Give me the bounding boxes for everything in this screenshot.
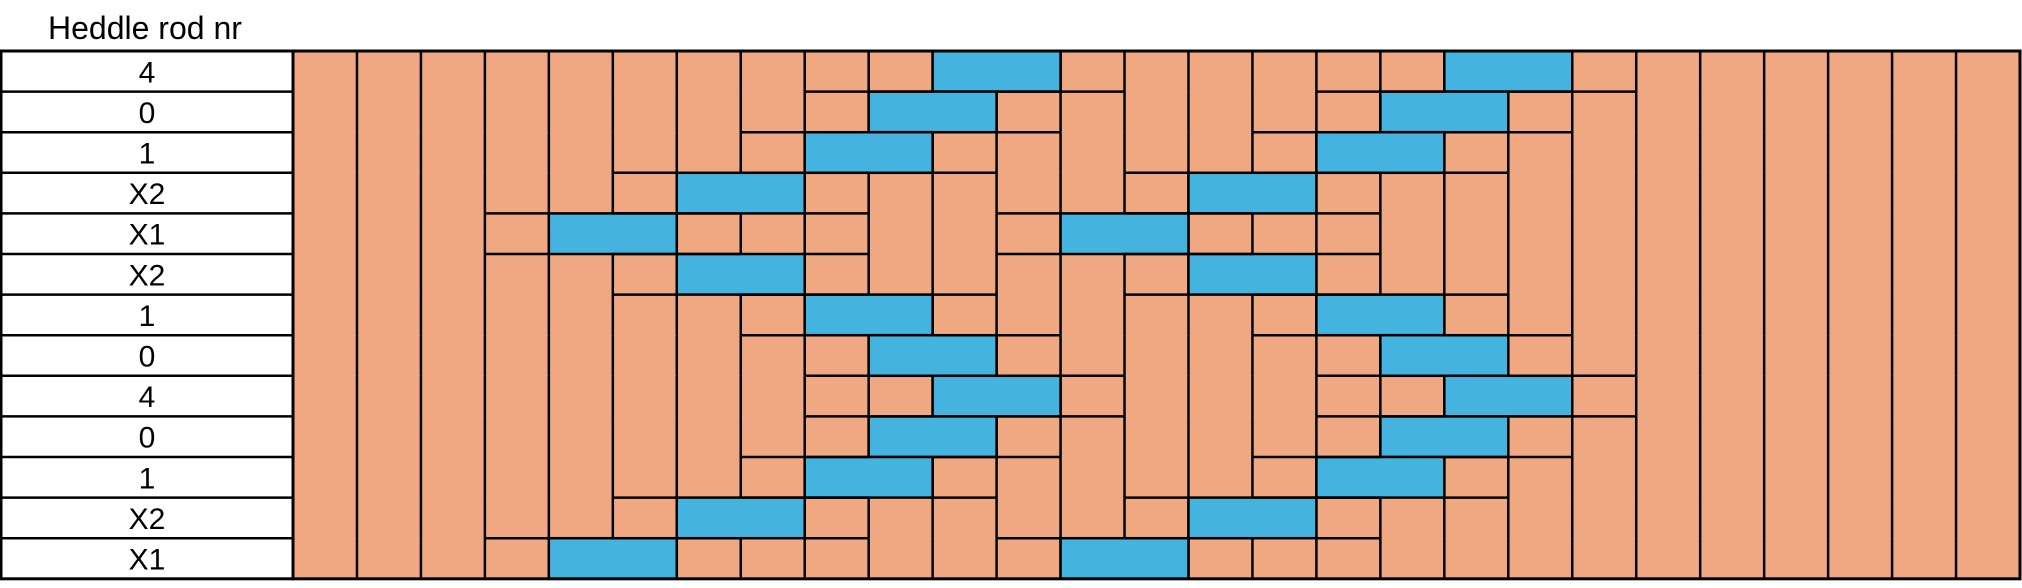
row-label: X2 [129, 178, 166, 211]
row-label: X2 [129, 503, 166, 536]
lifted-cell [1379, 90, 1510, 134]
row-label: 4 [139, 381, 156, 414]
label-column [1, 51, 293, 579]
row-label: 1 [139, 462, 156, 495]
row-label: X1 [129, 219, 166, 252]
row-label: 0 [139, 422, 156, 455]
lifted-cell [1187, 171, 1318, 215]
lifted-cell [931, 374, 1062, 418]
lifted-cell [1315, 130, 1446, 175]
lifted-cell [803, 130, 934, 175]
lifted-cell [867, 333, 998, 378]
grid-border [291, 49, 2022, 581]
lifted-cell [675, 496, 806, 540]
row-label: 4 [139, 56, 156, 89]
row-label: 0 [139, 341, 156, 374]
lifted-cell [1187, 252, 1318, 296]
lifted-cell [931, 49, 1062, 93]
lifted-cell [803, 293, 934, 337]
lifted-cell [1443, 374, 1574, 418]
lifted-cell [1315, 293, 1446, 337]
lifted-cell [1059, 536, 1190, 581]
lifted-cell [1379, 415, 1510, 459]
lifted-cell [675, 252, 806, 296]
lifted-cell [1443, 49, 1574, 93]
row-label: X1 [129, 544, 166, 577]
heddle-rod-header: Heddle rod nr [48, 10, 242, 46]
row-label: 1 [139, 300, 156, 333]
lifted-cell [1187, 496, 1318, 540]
lifted-cell [547, 212, 679, 256]
lifted-cell [1379, 333, 1510, 378]
lifted-cell [675, 171, 806, 215]
row-label: 1 [139, 138, 156, 171]
row-label: 0 [139, 97, 156, 130]
lifted-cell [803, 455, 934, 499]
lifted-cell [1059, 212, 1190, 256]
lifted-cell [1315, 455, 1446, 499]
lifted-cell [547, 536, 679, 581]
row-label: X2 [129, 259, 166, 292]
grid-background [293, 51, 2020, 579]
lifted-cell [867, 90, 998, 134]
lifted-cell [867, 415, 998, 459]
